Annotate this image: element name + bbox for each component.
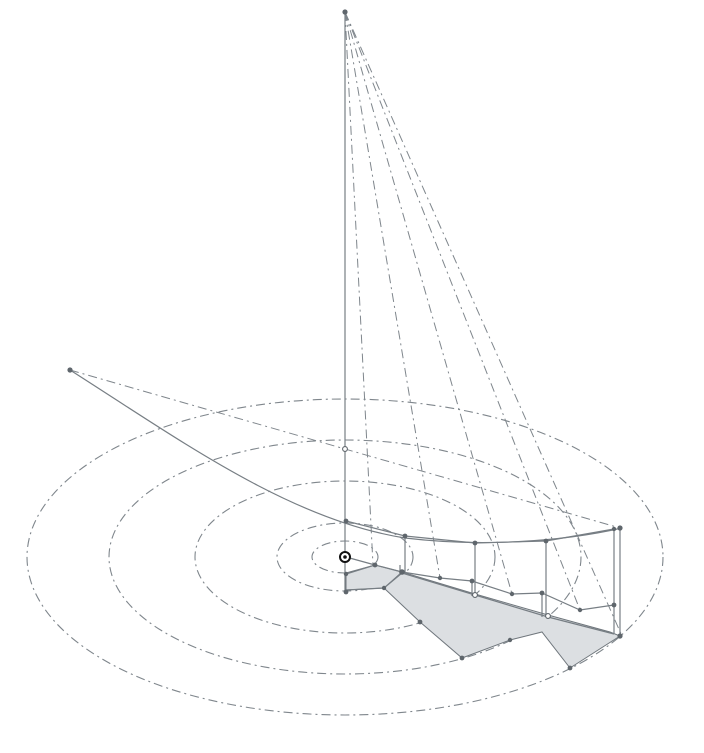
ray-4 [344,11,581,611]
mast-top-point [342,9,348,15]
ground-point-4 [469,578,475,584]
lower-rail-2 [345,572,615,635]
ray-1 [344,11,374,566]
shadow-point-1 [381,585,387,591]
ground-open-point-2 [545,613,551,619]
origin-target-icon [339,551,351,563]
projection-rays [344,11,623,637]
ray-3 [344,11,513,595]
shadow-point-3 [459,655,465,661]
shadow-point-2 [417,619,423,625]
mast-open-point [342,446,348,452]
posts [399,528,621,636]
ground-point-6 [539,590,545,596]
ground-point-1 [372,562,378,568]
ground-point-5 [509,591,515,597]
ground-point-9 [617,633,623,639]
mast-base-point [343,589,349,595]
rail-point-4 [617,525,623,531]
rail-point-1 [402,533,408,539]
ground-point-7 [577,607,583,613]
ground-point-2 [399,569,405,575]
rail-point-4b [611,526,617,532]
shadow-polygons [345,564,622,669]
ground-point-3 [437,575,443,581]
ray-2 [344,11,441,579]
mast-lower-point [343,571,349,577]
sun-path-arc [69,369,623,544]
shadow-region [374,571,622,669]
rail-point-3 [543,538,549,544]
rail-point-2 [472,540,478,546]
shadow-point-5 [567,665,573,671]
points [67,9,623,671]
ground-point-8 [611,602,617,608]
far-left-point [67,367,73,373]
ground-open-point-1 [472,592,478,598]
mast-upper-point [343,518,349,524]
shadow-point-4 [507,637,513,643]
